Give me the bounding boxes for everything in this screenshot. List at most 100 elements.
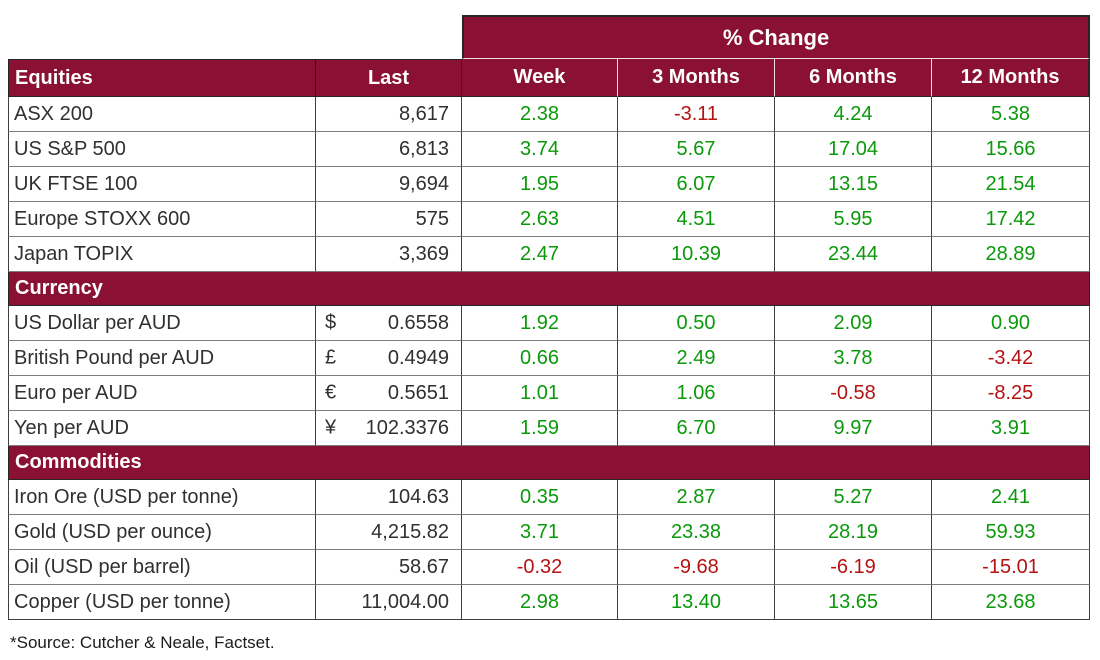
last-value: 104.63: [316, 480, 462, 515]
source-note: *Source: Cutcher & Neale, Factset.: [10, 633, 275, 652]
pct-change-value: 13.15: [775, 167, 932, 202]
table-row: Iron Ore (USD per tonne) 104.63 0.35 2.8…: [8, 480, 1091, 515]
last-value: 58.67: [316, 550, 462, 585]
table-row: Oil (USD per barrel) 58.67 -0.32 -9.68 -…: [8, 550, 1091, 585]
last-column-header: Last: [316, 59, 462, 97]
table-row: Gold (USD per ounce) 4,215.82 3.71 23.38…: [8, 515, 1091, 550]
row-label: UK FTSE 100: [8, 167, 316, 202]
pct-change-value: 4.51: [618, 202, 775, 237]
market-data-table: % Change Equities Last Week 3 Months 6 M…: [8, 15, 1091, 620]
row-label: British Pound per AUD: [8, 341, 316, 376]
row-label: Oil (USD per barrel): [8, 550, 316, 585]
pct-change-value: 10.39: [618, 237, 775, 272]
pct-change-value: 59.93: [932, 515, 1091, 550]
pct-change-value: 6.70: [618, 411, 775, 446]
last-value: 575: [316, 202, 462, 237]
pct-change-value: 2.63: [462, 202, 618, 237]
pct-change-value: 21.54: [932, 167, 1091, 202]
equities-section-header: Equities: [8, 59, 316, 97]
table-row: Copper (USD per tonne) 11,004.00 2.98 13…: [8, 585, 1091, 620]
pct-change-value: 5.38: [932, 97, 1091, 132]
last-value: £0.4949: [316, 341, 462, 376]
pct-change-value: 3.74: [462, 132, 618, 167]
currency-symbol: £: [325, 346, 337, 369]
last-value: 3,369: [316, 237, 462, 272]
row-label: ASX 200: [8, 97, 316, 132]
pct-change-value: 0.66: [462, 341, 618, 376]
pct-change-value: -15.01: [932, 550, 1091, 585]
last-value-number: 0.4949: [387, 346, 449, 369]
market-summary-table-container: % Change Equities Last Week 3 Months 6 M…: [8, 15, 1091, 653]
pct-change-value: 23.68: [932, 585, 1091, 620]
pct-change-header: % Change: [462, 15, 1091, 59]
pct-change-value: -9.68: [618, 550, 775, 585]
twelve-months-column-header: 12 Months: [932, 59, 1091, 97]
pct-change-value: 5.27: [775, 480, 932, 515]
last-value: 6,813: [316, 132, 462, 167]
pct-change-value: 17.42: [932, 202, 1091, 237]
pct-change-value: 2.09: [775, 306, 932, 341]
pct-change-value: 2.47: [462, 237, 618, 272]
currency-section-header: Currency: [8, 272, 1091, 306]
last-value: ¥102.3376: [316, 411, 462, 446]
pct-change-value: 28.89: [932, 237, 1091, 272]
empty-corner: [8, 15, 462, 59]
last-value: 11,004.00: [316, 585, 462, 620]
last-value: €0.5651: [316, 376, 462, 411]
pct-change-value: 28.19: [775, 515, 932, 550]
row-label: Iron Ore (USD per tonne): [8, 480, 316, 515]
pct-change-value: -0.58: [775, 376, 932, 411]
pct-change-value: 1.92: [462, 306, 618, 341]
last-value: 8,617: [316, 97, 462, 132]
pct-change-value: 23.44: [775, 237, 932, 272]
table-row: US S&P 500 6,813 3.74 5.67 17.04 15.66: [8, 132, 1091, 167]
row-label: US S&P 500: [8, 132, 316, 167]
pct-change-value: 6.07: [618, 167, 775, 202]
pct-change-value: -8.25: [932, 376, 1091, 411]
pct-change-value: 17.04: [775, 132, 932, 167]
pct-change-value: 0.35: [462, 480, 618, 515]
commodities-section-header: Commodities: [8, 446, 1091, 480]
pct-change-value: 1.01: [462, 376, 618, 411]
currency-symbol: ¥: [325, 416, 337, 439]
pct-change-value: 5.67: [618, 132, 775, 167]
table-row: Euro per AUD €0.5651 1.01 1.06 -0.58 -8.…: [8, 376, 1091, 411]
pct-change-value: 1.95: [462, 167, 618, 202]
row-label: US Dollar per AUD: [8, 306, 316, 341]
pct-change-value: 1.59: [462, 411, 618, 446]
row-label: Yen per AUD: [8, 411, 316, 446]
table-row: ASX 200 8,617 2.38 -3.11 4.24 5.38: [8, 97, 1091, 132]
row-label: Copper (USD per tonne): [8, 585, 316, 620]
pct-change-value: 0.50: [618, 306, 775, 341]
table-row: Yen per AUD ¥102.3376 1.59 6.70 9.97 3.9…: [8, 411, 1091, 446]
pct-change-value: 3.78: [775, 341, 932, 376]
table-row: UK FTSE 100 9,694 1.95 6.07 13.15 21.54: [8, 167, 1091, 202]
table-row: Europe STOXX 600 575 2.63 4.51 5.95 17.4…: [8, 202, 1091, 237]
pct-change-value: 5.95: [775, 202, 932, 237]
row-label: Europe STOXX 600: [8, 202, 316, 237]
pct-change-value: 2.98: [462, 585, 618, 620]
six-months-column-header: 6 Months: [775, 59, 932, 97]
pct-change-value: 0.90: [932, 306, 1091, 341]
row-label: Japan TOPIX: [8, 237, 316, 272]
row-label: Euro per AUD: [8, 376, 316, 411]
pct-change-value: 4.24: [775, 97, 932, 132]
week-column-header: Week: [462, 59, 618, 97]
pct-change-value: 1.06: [618, 376, 775, 411]
pct-change-value: 2.38: [462, 97, 618, 132]
table-row: Japan TOPIX 3,369 2.47 10.39 23.44 28.89: [8, 237, 1091, 272]
pct-change-value: -3.11: [618, 97, 775, 132]
last-value-number: 102.3376: [365, 416, 449, 439]
pct-change-value: 3.91: [932, 411, 1091, 446]
pct-change-value: 2.87: [618, 480, 775, 515]
last-value: 4,215.82: [316, 515, 462, 550]
table-row: US Dollar per AUD $0.6558 1.92 0.50 2.09…: [8, 306, 1091, 341]
pct-change-value: 2.49: [618, 341, 775, 376]
pct-change-value: -0.32: [462, 550, 618, 585]
pct-change-value: 13.65: [775, 585, 932, 620]
last-value-number: 0.6558: [387, 311, 449, 334]
three-months-column-header: 3 Months: [618, 59, 775, 97]
row-label: Gold (USD per ounce): [8, 515, 316, 550]
pct-change-value: 3.71: [462, 515, 618, 550]
pct-change-value: -6.19: [775, 550, 932, 585]
